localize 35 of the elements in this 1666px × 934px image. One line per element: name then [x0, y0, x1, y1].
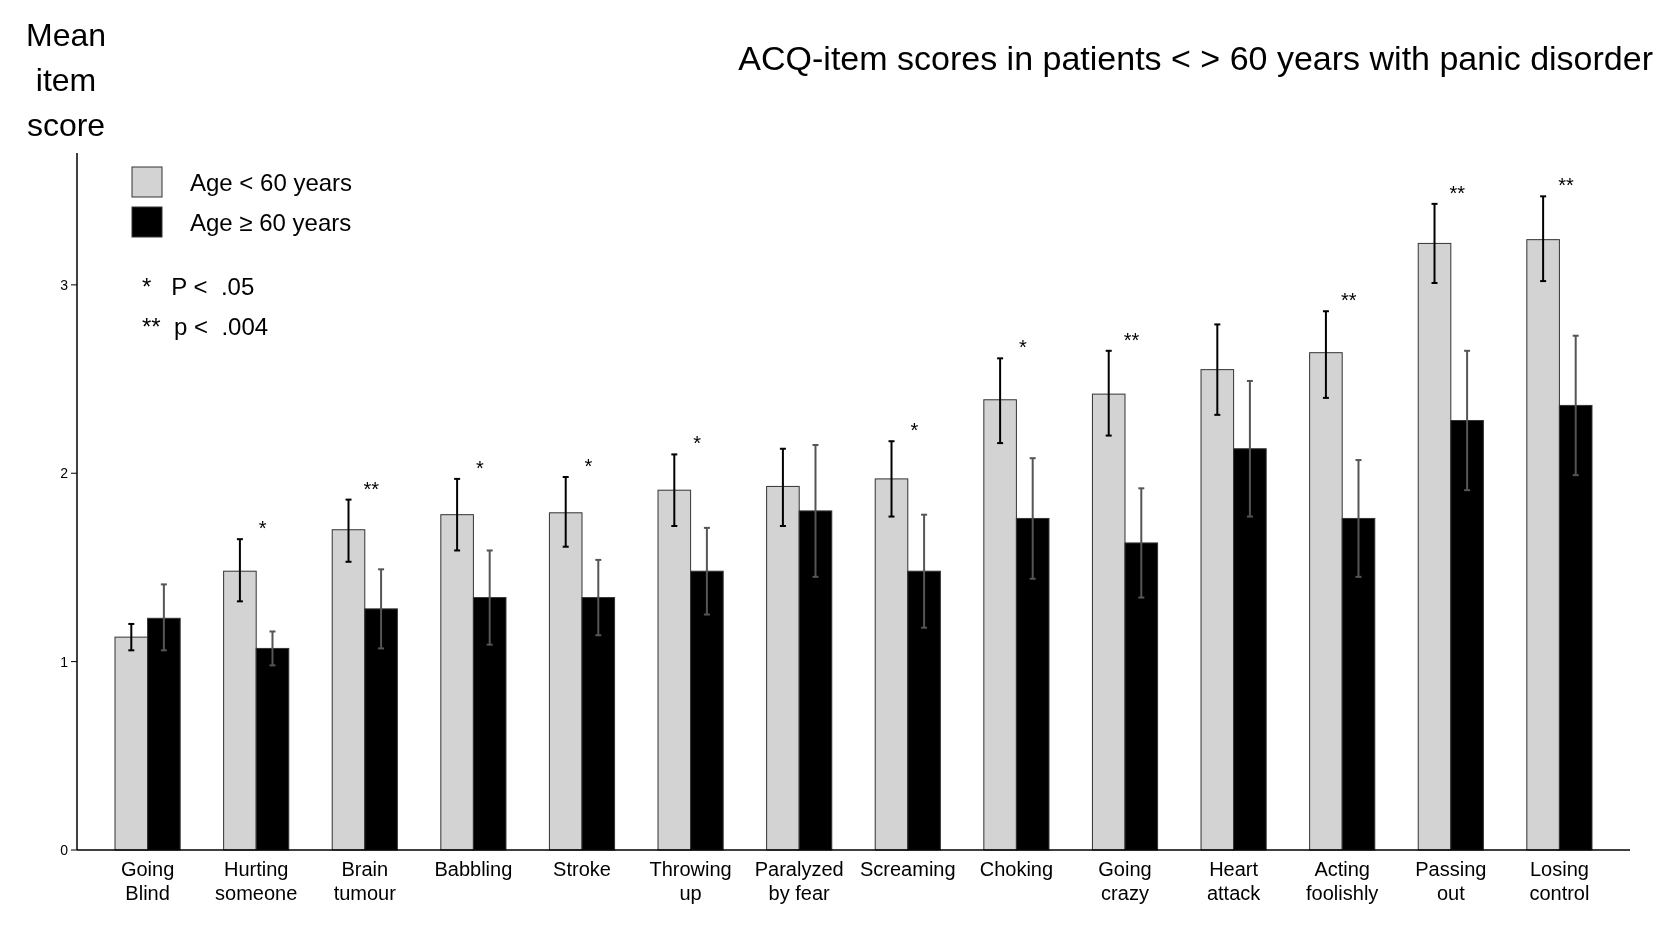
- x-tick-label: Going crazy: [1098, 858, 1152, 904]
- legend-label: Age ≥ 60 years: [190, 209, 352, 236]
- data-label: **: [363, 477, 380, 500]
- data-label: *: [910, 419, 919, 442]
- y-tick-label: 2: [60, 465, 69, 482]
- y-axis-title: Mean item score: [25, 17, 107, 143]
- annotation: * P < .05: [142, 273, 255, 300]
- data-label: *: [1019, 336, 1028, 359]
- x-tick-label: Screaming: [860, 858, 956, 880]
- data-label: **: [1123, 328, 1140, 351]
- x-tick-label: Throwing up: [649, 858, 732, 904]
- data-label: *: [258, 517, 267, 540]
- data-label: *: [476, 456, 485, 479]
- data-label: **: [1558, 174, 1574, 197]
- data-label: *: [584, 455, 593, 478]
- x-tick-label: Babbling: [434, 858, 513, 880]
- data-label: **: [1340, 289, 1357, 312]
- x-tick-label: Hurting someone: [215, 858, 298, 904]
- data-label: *: [693, 432, 702, 455]
- x-tick-label: Choking: [979, 858, 1054, 880]
- data-label: **: [1449, 181, 1466, 204]
- y-tick-label: 0: [60, 841, 69, 858]
- x-tick-label: Acting foolishly: [1306, 858, 1379, 904]
- chart-title: ACQ-item scores in patients < > 60 years with panic disorder: [738, 39, 1653, 77]
- y-tick-label: 3: [60, 276, 69, 293]
- x-tick-label: Losing control: [1529, 858, 1590, 904]
- x-tick-label: Paralyzed by fear: [754, 858, 844, 904]
- y-tick-label: 1: [60, 653, 69, 670]
- legend-label: Age < 60 years: [190, 169, 353, 196]
- x-tick-label: Passing out: [1415, 858, 1487, 904]
- annotation: ** p < .004: [142, 313, 269, 340]
- x-tick-label: Stroke: [553, 858, 611, 880]
- x-tick-label: Heart attack: [1206, 858, 1262, 904]
- x-tick-label: Brain tumour: [333, 858, 397, 904]
- x-tick-label: Going Blind: [120, 858, 175, 904]
